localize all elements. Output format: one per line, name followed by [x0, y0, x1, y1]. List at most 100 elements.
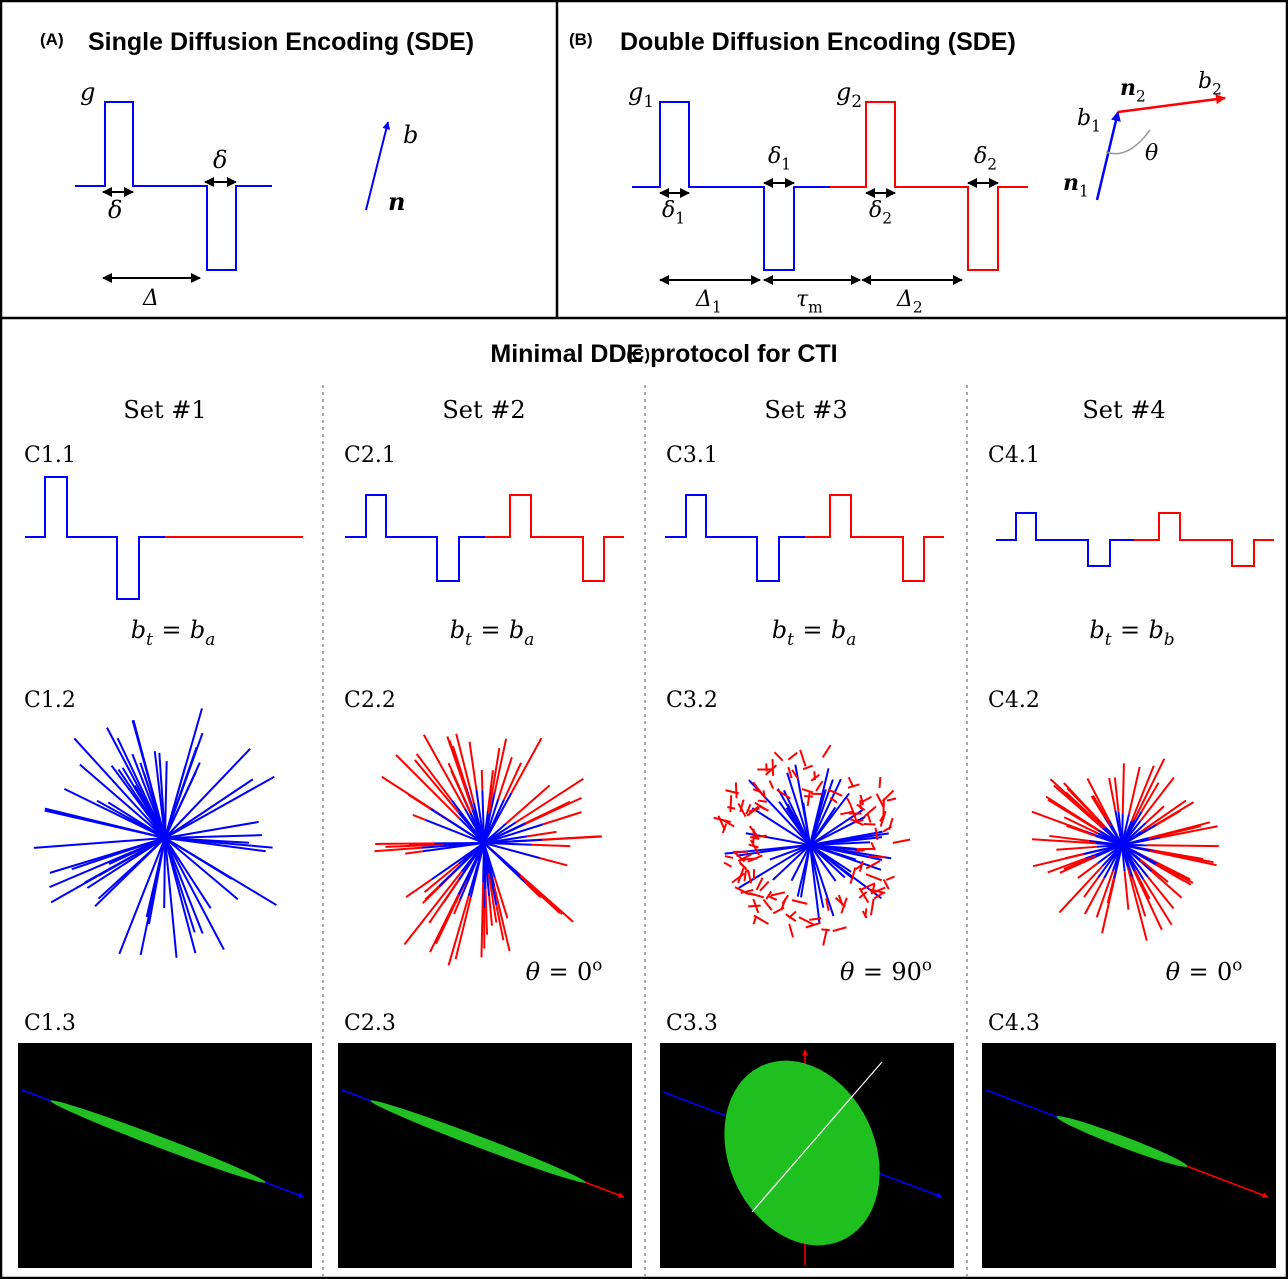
- direction: [738, 862, 747, 870]
- direction: [139, 837, 166, 956]
- direction: [781, 894, 789, 905]
- direction: [375, 842, 435, 845]
- direction: [438, 842, 485, 887]
- symbol-base: b: [403, 121, 418, 149]
- direction: [524, 881, 542, 899]
- symbol-subscript: 2: [1212, 81, 1222, 99]
- math-symbol: θ: [1145, 141, 1158, 166]
- direction: [809, 844, 864, 852]
- direction: [1121, 820, 1133, 846]
- direction: [768, 780, 774, 789]
- formula-lhs: b: [1089, 616, 1104, 644]
- math-symbol: δ: [213, 146, 227, 174]
- direction: [1133, 758, 1166, 821]
- direction: [806, 792, 811, 806]
- symbol-base: δ: [869, 198, 882, 223]
- symbol-base: b: [1198, 69, 1212, 94]
- math-symbol: δ1: [768, 144, 791, 174]
- direction: [821, 928, 830, 932]
- direction: [747, 854, 763, 863]
- direction: [457, 842, 485, 895]
- direction: [1140, 782, 1160, 813]
- direction: [407, 793, 432, 810]
- waveform: [1134, 512, 1274, 567]
- formula-subscript: t: [1105, 629, 1112, 649]
- direction: [798, 916, 815, 926]
- direction: [878, 776, 882, 788]
- symbol-base: g: [836, 78, 851, 106]
- direction: [164, 775, 275, 839]
- direction: [809, 844, 837, 882]
- direction: [734, 782, 738, 799]
- direction: [772, 844, 811, 881]
- direction: [801, 788, 814, 794]
- direction: [457, 811, 485, 844]
- direction: [866, 813, 872, 823]
- direction: [164, 762, 201, 839]
- direction: [1133, 870, 1163, 931]
- formula: bt = ba: [450, 616, 534, 649]
- direction: [1095, 870, 1114, 918]
- formula-superscript: o: [592, 954, 602, 974]
- direction: [1155, 809, 1182, 826]
- direction: [729, 795, 733, 813]
- vector: [1117, 94, 1226, 114]
- math-symbol: g: [80, 78, 95, 106]
- direction: [723, 819, 735, 828]
- direction: [1147, 876, 1175, 910]
- direction: [776, 788, 791, 800]
- direction: [414, 759, 460, 814]
- direction: [1114, 810, 1123, 846]
- waveform: [632, 101, 830, 271]
- direction: [429, 893, 460, 953]
- direction: [106, 727, 166, 839]
- render-box: [338, 1043, 632, 1268]
- direction: [869, 898, 875, 916]
- subpanel-label: C3.3: [666, 1011, 718, 1036]
- direction: [788, 910, 797, 919]
- direction: [865, 873, 883, 882]
- subpanel-label: C1.1: [24, 443, 76, 468]
- direction: [724, 855, 734, 859]
- direction: [86, 837, 166, 889]
- waveform: [996, 512, 1134, 567]
- direction: [750, 836, 760, 840]
- waveform: [805, 494, 944, 582]
- direction: [1123, 871, 1130, 910]
- direction: [815, 780, 824, 792]
- formula-operator: =: [802, 616, 822, 644]
- direction: [483, 822, 526, 844]
- direction: [49, 837, 166, 874]
- direction: [799, 844, 811, 898]
- direction-burst: [33, 708, 277, 958]
- direction: [1063, 854, 1097, 871]
- direction: [1084, 844, 1123, 855]
- math-symbol: g2: [836, 78, 862, 111]
- direction: [847, 776, 855, 788]
- symbol-subscript: 2: [851, 91, 862, 111]
- direction: [1031, 838, 1096, 845]
- waveform: [830, 101, 1028, 271]
- panel-title: Minimal DDE protocol for CTI: [490, 340, 837, 368]
- direction: [1139, 776, 1175, 822]
- formula-rhs: b: [190, 616, 205, 644]
- direction: [788, 923, 794, 938]
- direction: [804, 795, 813, 798]
- formula-subscript: a: [846, 629, 856, 649]
- set-name: Set #3: [764, 396, 847, 424]
- direction: [1160, 825, 1218, 839]
- direction-burst: [713, 744, 911, 946]
- formula-operator: =: [1188, 958, 1208, 986]
- math-symbol: g1: [628, 78, 654, 111]
- direction: [424, 885, 440, 901]
- direction: [428, 878, 460, 924]
- direction: [447, 895, 470, 966]
- formula-operator: =: [548, 958, 568, 986]
- direction: [885, 875, 895, 881]
- direction: [481, 790, 485, 844]
- direction: [748, 825, 759, 837]
- direction: [1058, 865, 1104, 914]
- render-box: [982, 1043, 1276, 1268]
- direction: [1121, 844, 1145, 880]
- direction: [727, 806, 736, 810]
